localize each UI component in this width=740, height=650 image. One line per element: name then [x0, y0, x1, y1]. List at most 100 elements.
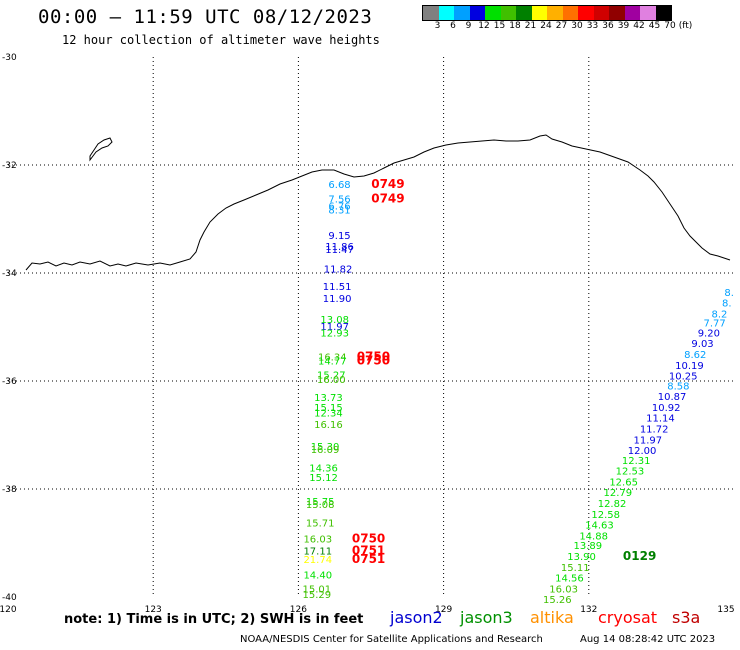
wave-height-value: 10.92 [652, 403, 681, 414]
wave-height-value: 15.15 [314, 403, 343, 414]
wave-height-value: 15.29 [302, 590, 331, 601]
wave-height-value: 12.31 [622, 456, 651, 467]
color-scale-bar [422, 5, 672, 21]
axis-tick-labels: -30 -32 -34 -36 -38 -40 120 123 126 129 132 135 [0, 53, 735, 615]
units-note: note: 1) Time is in UTC; 2) SWH is in fe… [64, 612, 364, 627]
wave-height-value: 11.97 [320, 322, 349, 333]
wave-height-value: 14.40 [303, 570, 332, 581]
wave-height-value: 12.00 [628, 446, 657, 457]
wave-height-value: 14.63 [585, 521, 614, 532]
wave-height-value: 11.47 [325, 245, 354, 256]
wave-height-value: 7.56 [328, 194, 350, 205]
pass-time-label: 0129 [623, 549, 656, 563]
wave-height-value: 6.68 [328, 180, 350, 191]
wave-height-value: 8. [722, 299, 732, 310]
longitude-label: 120 [0, 605, 17, 615]
color-scale-label: 33 [586, 21, 599, 31]
australia-south-coastline [25, 134, 731, 271]
credit-line: NOAA/NESDIS Center for Satellite Applica… [240, 634, 543, 645]
color-swatch [531, 6, 547, 20]
longitude-label: 132 [580, 605, 597, 615]
color-swatch [609, 6, 625, 20]
wave-height-value: 16.03 [303, 535, 332, 546]
wave-height-value: 9.03 [691, 339, 713, 350]
color-swatch [500, 6, 516, 20]
wave-height-value: 16.09 [311, 445, 340, 456]
color-scale-label: 42 [633, 21, 645, 31]
pass-time-label: 0750 [357, 353, 390, 367]
color-scale-label: 9 [465, 21, 472, 31]
color-swatch [578, 6, 594, 20]
latitude-label: -32 [2, 161, 17, 171]
wave-height-value: 11.14 [646, 414, 675, 425]
color-swatch [469, 6, 485, 20]
wave-height-value: 11.51 [323, 282, 352, 293]
color-swatch [454, 6, 470, 20]
color-scale-label: 12 [478, 21, 490, 31]
pass-time-label: 0750 [352, 532, 385, 546]
legend-s3a: s3a [672, 608, 701, 627]
lat-lon-grid [8, 57, 734, 597]
latitude-label: -36 [2, 377, 17, 387]
wave-height-value: 13.90 [567, 552, 596, 563]
map-subtitle: 12 hour collection of altimeter wave hei… [62, 33, 380, 47]
pass-time-label: 0749 [371, 177, 404, 191]
wave-height-value: 11.86 [325, 242, 354, 253]
wave-height-value: 16.03 [549, 584, 578, 595]
legend-jason2: jason2 [390, 608, 443, 627]
color-swatch [423, 6, 439, 20]
pass-time-label: 0751 [352, 544, 385, 558]
wave-height-value: 16.34 [318, 353, 347, 364]
wave-height-value: 8.31 [328, 205, 350, 216]
map-title: 00:00 – 11:59 UTC 08/12/2023 [38, 6, 373, 28]
wave-height-value: 10.87 [658, 392, 687, 403]
pass-time-label: 0750 [357, 350, 390, 364]
island-outline [89, 137, 113, 162]
wave-height-value: 12.79 [604, 488, 633, 499]
wave-height-value: 17.11 [303, 547, 332, 558]
wave-height-value: 12.53 [616, 467, 645, 478]
color-scale-label: 18 [509, 21, 521, 31]
wave-height-value: 10.19 [675, 361, 704, 372]
color-swatch [593, 6, 609, 20]
wave-height-value: 12.34 [314, 408, 343, 419]
wave-height-value: 14.36 [309, 463, 338, 474]
legend-cryosat: cryosat [598, 608, 658, 627]
wave-height-value: 12.82 [598, 499, 627, 510]
color-scale-label: 15 [493, 21, 506, 31]
wave-height-value: 11.97 [634, 435, 663, 446]
latitude-label: -30 [2, 53, 17, 63]
color-scale-label: (ft) [678, 21, 693, 31]
wave-height-value: 7.77 [704, 319, 726, 330]
wave-height-value: 10.25 [669, 372, 698, 383]
pass-time-label: 0749 [371, 191, 404, 205]
wave-height-value: 8. [724, 288, 734, 299]
color-swatch [485, 6, 501, 20]
wave-height-value: 12.93 [320, 328, 349, 339]
wave-height-value: 15.01 [302, 584, 331, 595]
latitude-label: -38 [2, 485, 17, 495]
color-scale-label: 30 [571, 21, 583, 31]
wave-height-value: 14.88 [579, 531, 608, 542]
wave-height-value: 16.16 [314, 420, 343, 431]
color-swatch [655, 6, 671, 20]
wave-height-value: 8.58 [667, 381, 689, 392]
wave-height-value: 13.89 [574, 541, 603, 552]
longitude-label: 135 [717, 605, 734, 615]
color-scale-label: 27 [555, 21, 568, 31]
wave-height-value: 6.76 [328, 202, 350, 213]
color-scale-label: 36 [602, 21, 614, 31]
color-scale-label: 24 [540, 21, 552, 31]
wave-height-value: 15.30 [311, 442, 340, 453]
wave-height-value: 11.82 [324, 265, 353, 276]
wave-height-value: 16.00 [317, 375, 346, 386]
color-swatch [516, 6, 532, 20]
longitude-label: 129 [435, 605, 452, 615]
color-scale-label: 39 [617, 21, 630, 31]
color-scale-label: 45 [648, 21, 661, 31]
latitude-label: -40 [2, 593, 17, 603]
wave-height-value: 13.08 [320, 315, 349, 326]
latitude-label: -34 [2, 269, 17, 279]
wave-height-value: 14.56 [555, 574, 584, 585]
